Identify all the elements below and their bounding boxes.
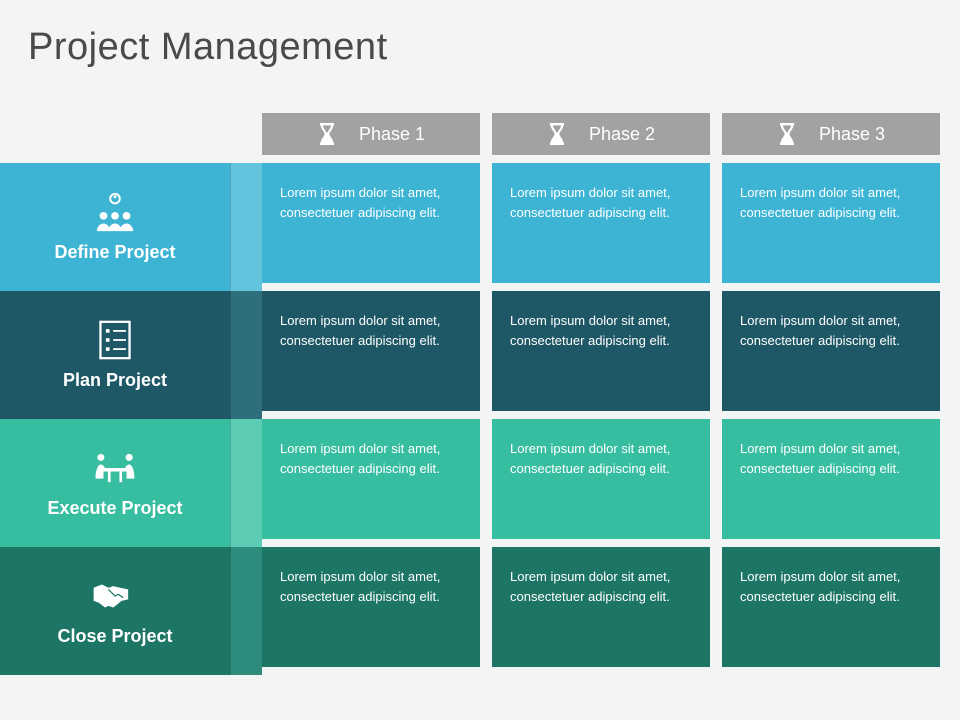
cell: Lorem ipsum dolor sit amet, consectetuer… bbox=[262, 547, 480, 667]
phase-label: Phase 3 bbox=[819, 124, 885, 145]
stage-body: Plan Project bbox=[0, 291, 230, 419]
stage-execute: Execute Project bbox=[0, 419, 262, 547]
idea-team-icon bbox=[92, 192, 138, 232]
cell: Lorem ipsum dolor sit amet, consectetuer… bbox=[262, 291, 480, 411]
stage-plan: Plan Project bbox=[0, 291, 262, 419]
cell: Lorem ipsum dolor sit amet, consectetuer… bbox=[722, 419, 940, 539]
cell: Lorem ipsum dolor sit amet, consectetuer… bbox=[262, 419, 480, 539]
slide: Project Management Phase 1 Phase 2 Phase… bbox=[0, 0, 960, 720]
cell: Lorem ipsum dolor sit amet, consectetuer… bbox=[492, 547, 710, 667]
hourglass-icon bbox=[777, 123, 797, 145]
cell: Lorem ipsum dolor sit amet, consectetuer… bbox=[722, 163, 940, 283]
grid-row: Lorem ipsum dolor sit amet, consectetuer… bbox=[262, 163, 940, 283]
content-grid: Lorem ipsum dolor sit amet, consectetuer… bbox=[262, 163, 940, 667]
page-title: Project Management bbox=[28, 26, 388, 69]
phase-label: Phase 1 bbox=[359, 124, 425, 145]
cell: Lorem ipsum dolor sit amet, consectetuer… bbox=[492, 419, 710, 539]
stage-connector bbox=[230, 291, 262, 419]
stage-body: Execute Project bbox=[0, 419, 230, 547]
cell: Lorem ipsum dolor sit amet, consectetuer… bbox=[262, 163, 480, 283]
cell: Lorem ipsum dolor sit amet, consectetuer… bbox=[492, 291, 710, 411]
grid-row: Lorem ipsum dolor sit amet, consectetuer… bbox=[262, 291, 940, 411]
stage-body: Define Project bbox=[0, 163, 230, 291]
stage-close: Close Project bbox=[0, 547, 262, 675]
meeting-icon bbox=[92, 448, 138, 488]
stage-body: Close Project bbox=[0, 547, 230, 675]
stage-define: Define Project bbox=[0, 163, 262, 291]
grid-row: Lorem ipsum dolor sit amet, consectetuer… bbox=[262, 547, 940, 667]
cell: Lorem ipsum dolor sit amet, consectetuer… bbox=[722, 291, 940, 411]
hourglass-icon bbox=[317, 123, 337, 145]
stage-label: Define Project bbox=[54, 242, 175, 263]
stage-connector bbox=[230, 163, 262, 291]
hourglass-icon bbox=[547, 123, 567, 145]
stage-column: Define Project Plan Project bbox=[0, 163, 262, 675]
phase-tab-1: Phase 1 bbox=[262, 113, 480, 155]
phase-header-row: Phase 1 Phase 2 Phase 3 bbox=[262, 113, 940, 155]
checklist-icon bbox=[92, 320, 138, 360]
cell: Lorem ipsum dolor sit amet, consectetuer… bbox=[722, 547, 940, 667]
handshake-icon bbox=[92, 576, 138, 616]
phase-tab-3: Phase 3 bbox=[722, 113, 940, 155]
cell: Lorem ipsum dolor sit amet, consectetuer… bbox=[492, 163, 710, 283]
stage-connector bbox=[230, 547, 262, 675]
stage-label: Plan Project bbox=[63, 370, 167, 391]
phase-label: Phase 2 bbox=[589, 124, 655, 145]
stage-connector bbox=[230, 419, 262, 547]
stage-label: Close Project bbox=[57, 626, 172, 647]
stage-label: Execute Project bbox=[47, 498, 182, 519]
grid-row: Lorem ipsum dolor sit amet, consectetuer… bbox=[262, 419, 940, 539]
phase-tab-2: Phase 2 bbox=[492, 113, 710, 155]
